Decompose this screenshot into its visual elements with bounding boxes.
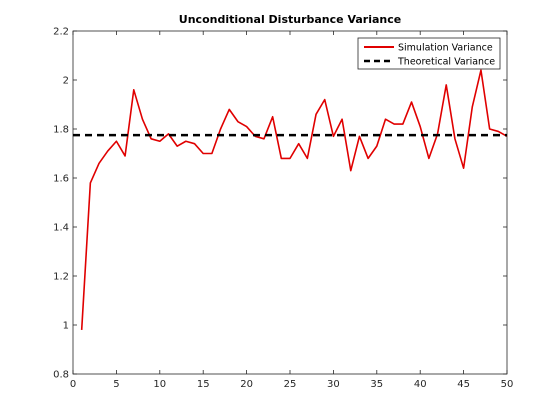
x-tick-label: 0: [70, 379, 76, 390]
x-tick-label: 20: [240, 379, 253, 390]
simulation-variance-line: [80, 69, 508, 330]
legend-box: [357, 37, 501, 70]
x-tick-label: 45: [457, 379, 470, 390]
y-tick-label: 2: [63, 76, 69, 87]
y-tick-label: 1.6: [53, 174, 69, 185]
legend: Simulation Variance Theoretical Variance: [357, 37, 501, 70]
y-tick-label: 0.8: [53, 370, 69, 381]
x-tick-label: 10: [153, 379, 166, 390]
y-tick-label: 1.4: [53, 223, 69, 234]
axis-ticks: 0 5 10 15 20 25 30 35 40 45 50 0.8 1 1.2 1.4 1.6 1.8 2 2.2: [53, 27, 513, 391]
y-tick-label: 2.2: [53, 27, 69, 38]
x-tick-label: 35: [370, 379, 383, 390]
x-tick-label: 50: [501, 379, 514, 390]
x-tick-label: 5: [113, 379, 119, 390]
x-tick-label: 30: [327, 379, 340, 390]
plot-area: [72, 30, 508, 375]
x-tick-label: 40: [414, 379, 427, 390]
x-tick-label: 15: [197, 379, 210, 390]
y-tick-label: 1: [63, 321, 69, 332]
x-tick-label: 25: [284, 379, 297, 390]
y-tick-label: 1.8: [53, 125, 69, 136]
legend-label-simulation: Simulation Variance: [398, 43, 493, 54]
chart-title: Unconditional Disturbance Variance: [179, 13, 401, 26]
y-tick-label: 1.2: [53, 272, 69, 283]
series-group: [73, 69, 508, 330]
legend-label-theoretical: Theoretical Variance: [397, 57, 495, 68]
